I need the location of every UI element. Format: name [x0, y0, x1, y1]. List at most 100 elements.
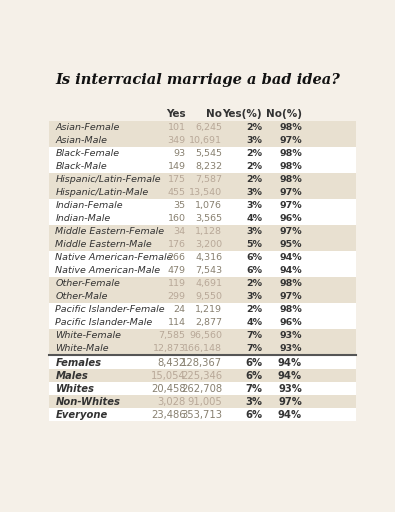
Text: 4,691: 4,691 — [196, 279, 222, 288]
Text: 8,432: 8,432 — [157, 358, 186, 368]
Text: 6%: 6% — [245, 371, 262, 381]
Text: 98%: 98% — [279, 175, 302, 184]
Text: 94%: 94% — [278, 371, 302, 381]
Text: 97%: 97% — [279, 227, 302, 236]
Text: White-Female: White-Female — [55, 331, 122, 340]
Bar — [49, 409, 356, 421]
Text: 97%: 97% — [278, 397, 302, 407]
Bar — [49, 225, 356, 238]
Text: Is interracial marriage a bad idea?: Is interracial marriage a bad idea? — [55, 73, 340, 87]
Text: Females: Females — [55, 358, 102, 368]
Text: 2%: 2% — [246, 148, 262, 158]
Text: 96%: 96% — [279, 214, 302, 223]
Text: 3%: 3% — [246, 201, 262, 209]
Text: 114: 114 — [167, 318, 186, 327]
Text: 5%: 5% — [246, 240, 262, 249]
Text: 96,560: 96,560 — [189, 331, 222, 340]
Text: No(%): No(%) — [266, 109, 302, 119]
Bar — [49, 303, 356, 316]
Text: 7%: 7% — [246, 344, 262, 353]
Text: 97%: 97% — [279, 201, 302, 209]
Text: 24: 24 — [173, 305, 186, 314]
Text: 15,054: 15,054 — [151, 371, 186, 381]
Text: 4%: 4% — [246, 318, 262, 327]
Text: 98%: 98% — [279, 122, 302, 132]
Text: 3%: 3% — [245, 397, 262, 407]
Bar — [49, 173, 356, 186]
Text: 7%: 7% — [246, 331, 262, 340]
Bar — [49, 276, 356, 290]
Text: 479: 479 — [167, 266, 186, 275]
Text: 94%: 94% — [278, 358, 302, 368]
Text: 2,877: 2,877 — [196, 318, 222, 327]
Text: 7,585: 7,585 — [159, 331, 186, 340]
Text: 7%: 7% — [245, 384, 262, 394]
Text: 175: 175 — [167, 175, 186, 184]
Bar — [49, 160, 356, 173]
Text: 149: 149 — [167, 162, 186, 170]
Bar — [49, 186, 356, 199]
Text: 2%: 2% — [246, 175, 262, 184]
Text: 6%: 6% — [245, 410, 262, 420]
Text: 6%: 6% — [245, 358, 262, 368]
Text: Pacific Islander-Female: Pacific Islander-Female — [55, 305, 165, 314]
Text: 299: 299 — [167, 292, 186, 301]
Bar — [49, 134, 356, 146]
Text: 4,316: 4,316 — [195, 253, 222, 262]
Text: 94%: 94% — [279, 253, 302, 262]
Text: 3%: 3% — [246, 292, 262, 301]
Bar — [49, 316, 356, 329]
Bar — [49, 264, 356, 276]
Text: Males: Males — [55, 371, 88, 381]
Text: Everyone: Everyone — [55, 410, 108, 420]
Text: 6,245: 6,245 — [196, 122, 222, 132]
Text: 353,713: 353,713 — [181, 410, 222, 420]
Text: 93%: 93% — [279, 331, 302, 340]
Text: 12,873: 12,873 — [152, 344, 186, 353]
Text: Black-Female: Black-Female — [55, 148, 120, 158]
Bar — [49, 251, 356, 264]
Text: Hispanic/Latin-Male: Hispanic/Latin-Male — [55, 187, 149, 197]
Text: 6%: 6% — [246, 266, 262, 275]
Text: 98%: 98% — [279, 148, 302, 158]
Text: 10,691: 10,691 — [189, 136, 222, 144]
Text: 166,148: 166,148 — [183, 344, 222, 353]
Text: Native American-Female: Native American-Female — [55, 253, 173, 262]
Text: 93%: 93% — [278, 384, 302, 394]
Text: 266: 266 — [167, 253, 186, 262]
Text: 7,587: 7,587 — [196, 175, 222, 184]
Text: 9,550: 9,550 — [196, 292, 222, 301]
Text: 3,200: 3,200 — [195, 240, 222, 249]
Bar — [49, 199, 356, 211]
Text: 34: 34 — [173, 227, 186, 236]
Text: Black-Male: Black-Male — [55, 162, 107, 170]
Text: Hispanic/Latin-Female: Hispanic/Latin-Female — [55, 175, 161, 184]
Text: 4%: 4% — [246, 214, 262, 223]
Text: 1,128: 1,128 — [196, 227, 222, 236]
Text: 1,219: 1,219 — [196, 305, 222, 314]
Text: 91,005: 91,005 — [188, 397, 222, 407]
Text: 94%: 94% — [279, 266, 302, 275]
Text: 3%: 3% — [246, 227, 262, 236]
Text: 101: 101 — [167, 122, 186, 132]
Bar — [49, 329, 356, 342]
Text: 95%: 95% — [279, 240, 302, 249]
Text: 8,232: 8,232 — [195, 162, 222, 170]
Text: 176: 176 — [167, 240, 186, 249]
Bar — [49, 121, 356, 134]
Text: 2%: 2% — [246, 162, 262, 170]
Text: 96%: 96% — [279, 318, 302, 327]
Text: Whites: Whites — [55, 384, 94, 394]
Text: 35: 35 — [173, 201, 186, 209]
Text: 3,028: 3,028 — [157, 397, 186, 407]
Text: 349: 349 — [167, 136, 186, 144]
Text: Yes: Yes — [166, 109, 186, 119]
Text: 97%: 97% — [279, 187, 302, 197]
Text: 119: 119 — [167, 279, 186, 288]
Text: Middle Eastern-Male: Middle Eastern-Male — [55, 240, 152, 249]
Text: Asian-Male: Asian-Male — [55, 136, 107, 144]
Text: 3,565: 3,565 — [195, 214, 222, 223]
Text: 5,545: 5,545 — [196, 148, 222, 158]
Text: Middle Eastern-Female: Middle Eastern-Female — [55, 227, 165, 236]
Bar — [49, 342, 356, 355]
